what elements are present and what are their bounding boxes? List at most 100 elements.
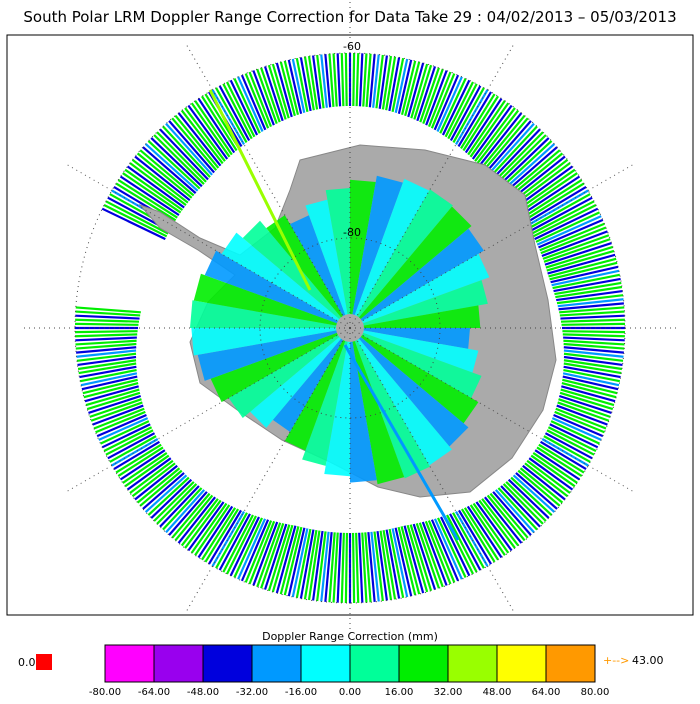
track bbox=[528, 457, 574, 491]
track bbox=[532, 452, 578, 484]
track bbox=[530, 204, 597, 239]
track bbox=[316, 54, 325, 109]
color-bin bbox=[448, 645, 497, 682]
color-bin bbox=[301, 645, 350, 682]
coverage-wedge bbox=[350, 175, 403, 328]
track bbox=[256, 68, 278, 124]
track bbox=[550, 265, 619, 284]
track bbox=[84, 385, 139, 403]
track bbox=[336, 529, 343, 603]
track bbox=[535, 218, 604, 250]
track bbox=[129, 459, 174, 494]
track bbox=[171, 117, 218, 171]
track bbox=[357, 529, 364, 603]
track bbox=[76, 352, 137, 362]
track bbox=[441, 79, 471, 136]
track bbox=[538, 443, 585, 474]
below-swatch bbox=[36, 654, 52, 670]
track bbox=[517, 469, 561, 507]
track bbox=[544, 432, 593, 460]
track bbox=[412, 523, 437, 590]
track bbox=[267, 64, 287, 120]
track bbox=[409, 524, 433, 592]
track bbox=[75, 333, 138, 338]
coverage-wedge bbox=[350, 179, 376, 328]
track bbox=[449, 85, 482, 142]
track bbox=[287, 59, 303, 114]
track bbox=[124, 454, 170, 488]
track bbox=[299, 57, 312, 112]
track bbox=[295, 527, 312, 599]
track bbox=[397, 59, 413, 114]
color-bin bbox=[154, 645, 203, 682]
track bbox=[336, 53, 342, 107]
track bbox=[562, 375, 619, 391]
track bbox=[211, 89, 245, 145]
track bbox=[558, 302, 624, 311]
track bbox=[527, 196, 593, 234]
track bbox=[165, 122, 213, 176]
track bbox=[316, 529, 327, 602]
track bbox=[563, 336, 625, 342]
track bbox=[215, 87, 248, 143]
track bbox=[471, 104, 513, 160]
tick-label: -48.00 bbox=[187, 687, 219, 698]
track bbox=[332, 53, 338, 107]
track bbox=[156, 483, 198, 525]
track bbox=[256, 522, 282, 588]
track bbox=[497, 487, 538, 531]
track bbox=[407, 62, 425, 118]
track bbox=[144, 474, 188, 513]
track bbox=[557, 298, 624, 308]
track bbox=[455, 511, 489, 567]
coverage-wedge bbox=[350, 189, 453, 328]
track bbox=[307, 55, 319, 110]
track bbox=[485, 120, 532, 174]
track bbox=[381, 55, 393, 110]
coverage-wedge bbox=[290, 215, 350, 328]
track bbox=[428, 71, 452, 128]
track bbox=[524, 462, 569, 498]
track bbox=[184, 499, 222, 549]
track bbox=[279, 61, 296, 117]
track bbox=[549, 423, 599, 449]
track bbox=[201, 95, 238, 152]
track bbox=[75, 310, 141, 317]
track bbox=[79, 368, 137, 383]
track bbox=[159, 485, 200, 528]
track bbox=[229, 79, 259, 136]
tick-label: 80.00 bbox=[581, 687, 610, 698]
track bbox=[385, 527, 401, 599]
track bbox=[562, 330, 625, 334]
coverage-wedge bbox=[302, 328, 350, 466]
track bbox=[117, 179, 181, 221]
track bbox=[559, 306, 625, 314]
track bbox=[93, 407, 145, 430]
track bbox=[283, 526, 303, 596]
track bbox=[444, 81, 474, 138]
track bbox=[211, 511, 245, 567]
track bbox=[275, 62, 293, 118]
meridian bbox=[184, 41, 351, 329]
title: South Polar LRM Doppler Range Correction… bbox=[23, 8, 676, 26]
tick-label: 32.00 bbox=[434, 687, 463, 698]
track bbox=[378, 55, 389, 109]
track bbox=[495, 134, 547, 186]
track bbox=[559, 310, 625, 317]
track bbox=[544, 245, 614, 269]
track bbox=[524, 189, 589, 228]
track bbox=[543, 435, 591, 463]
coverage-wedge bbox=[350, 328, 405, 485]
track bbox=[410, 63, 429, 119]
track bbox=[275, 525, 297, 594]
track bbox=[391, 57, 405, 113]
track bbox=[562, 333, 625, 338]
track bbox=[425, 70, 448, 126]
track bbox=[400, 60, 417, 115]
track bbox=[521, 182, 585, 223]
track bbox=[197, 97, 236, 154]
track bbox=[486, 494, 526, 542]
track bbox=[439, 78, 467, 134]
track bbox=[150, 478, 193, 519]
tick-label: -80.00 bbox=[89, 687, 121, 698]
